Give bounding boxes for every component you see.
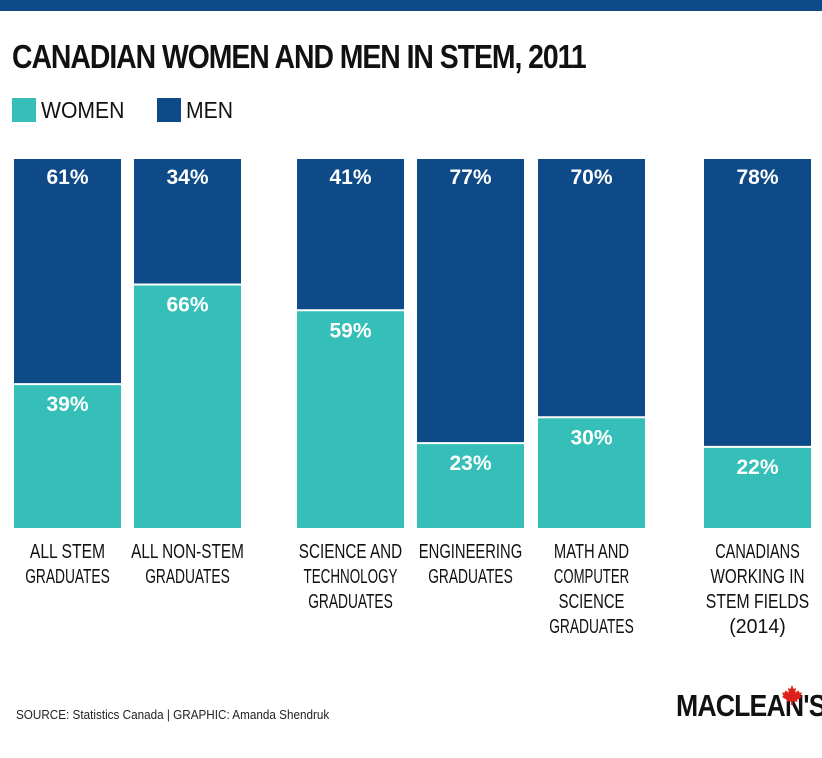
bar-men-2: [297, 159, 404, 311]
data-label-women-3: 23%: [449, 452, 491, 475]
category-label-1-line-0: ALL NON-STEM: [131, 541, 244, 563]
bar-men-4: [538, 159, 645, 418]
category-label-3-line-1: GRADUATES: [428, 566, 513, 588]
category-label-4-line-2: SCIENCE: [559, 591, 625, 613]
legend-item-women: WOMEN: [12, 95, 132, 125]
category-label-0-line-1: GRADUATES: [25, 566, 110, 588]
category-label-5-line-0: CANADIANS: [715, 541, 800, 563]
bar-women-1: [134, 284, 241, 528]
data-label-women-2: 59%: [329, 319, 371, 342]
legend-item-men: MEN: [157, 95, 237, 125]
category-label-4-line-0: MATH AND: [554, 541, 629, 563]
data-label-men-1: 34%: [166, 166, 208, 189]
category-label-0-line-0: ALL STEM: [30, 541, 105, 563]
bar-men-1: [134, 159, 241, 285]
legend-label-women: WOMEN: [41, 96, 125, 123]
data-label-men-5: 78%: [736, 166, 778, 189]
data-label-men-2: 41%: [329, 166, 371, 189]
category-label-1-line-1: GRADUATES: [145, 566, 230, 588]
legend-swatch-men: [157, 98, 181, 122]
data-label-women-5: 22%: [736, 456, 778, 479]
legend-label-men: MEN: [186, 96, 234, 123]
bar-women-5: [704, 446, 811, 528]
source-credit: SOURCE: Statistics Canada | GRAPHIC: Ama…: [16, 707, 330, 722]
legend-swatch-women: [12, 98, 36, 122]
category-label-2-line-2: GRADUATES: [308, 591, 393, 613]
bar-women-0: [14, 384, 121, 528]
category-label-5-line-2: STEM FIELDS: [706, 591, 809, 613]
bar-women-2: [297, 310, 404, 528]
bar-men-3: [417, 159, 524, 444]
bar-women-3: [417, 443, 524, 528]
data-label-women-0: 39%: [46, 393, 88, 416]
category-label-3-line-0: ENGINEERING: [419, 541, 522, 563]
data-label-men-3: 77%: [449, 166, 491, 189]
category-label-5-line-3: (2014): [729, 616, 785, 638]
stacked-bar-chart: 61% 39% ALL STEM GRADUATES 34% 66% ALL NON-STE…: [14, 159, 811, 638]
data-label-women-4: 30%: [570, 426, 612, 449]
maple-leaf-icon: [782, 685, 802, 705]
category-label-4-line-1: COMPUTER: [554, 566, 629, 588]
bar-men-5: [704, 159, 811, 447]
chart-title: CANADIAN WOMEN AND MEN IN STEM, 2011: [12, 38, 587, 75]
category-label-2-line-0: SCIENCE AND: [299, 541, 402, 563]
category-label-5-line-1: WORKING IN: [711, 566, 805, 588]
category-label-2-line-1: TECHNOLOGY: [304, 566, 398, 588]
category-label-4-line-3: GRADUATES: [549, 616, 634, 638]
data-label-men-4: 70%: [570, 166, 612, 189]
top-rule: [0, 0, 822, 11]
bar-women-4: [538, 417, 645, 528]
data-label-men-0: 61%: [46, 166, 88, 189]
bar-men-0: [14, 159, 121, 385]
data-label-women-1: 66%: [166, 293, 208, 316]
